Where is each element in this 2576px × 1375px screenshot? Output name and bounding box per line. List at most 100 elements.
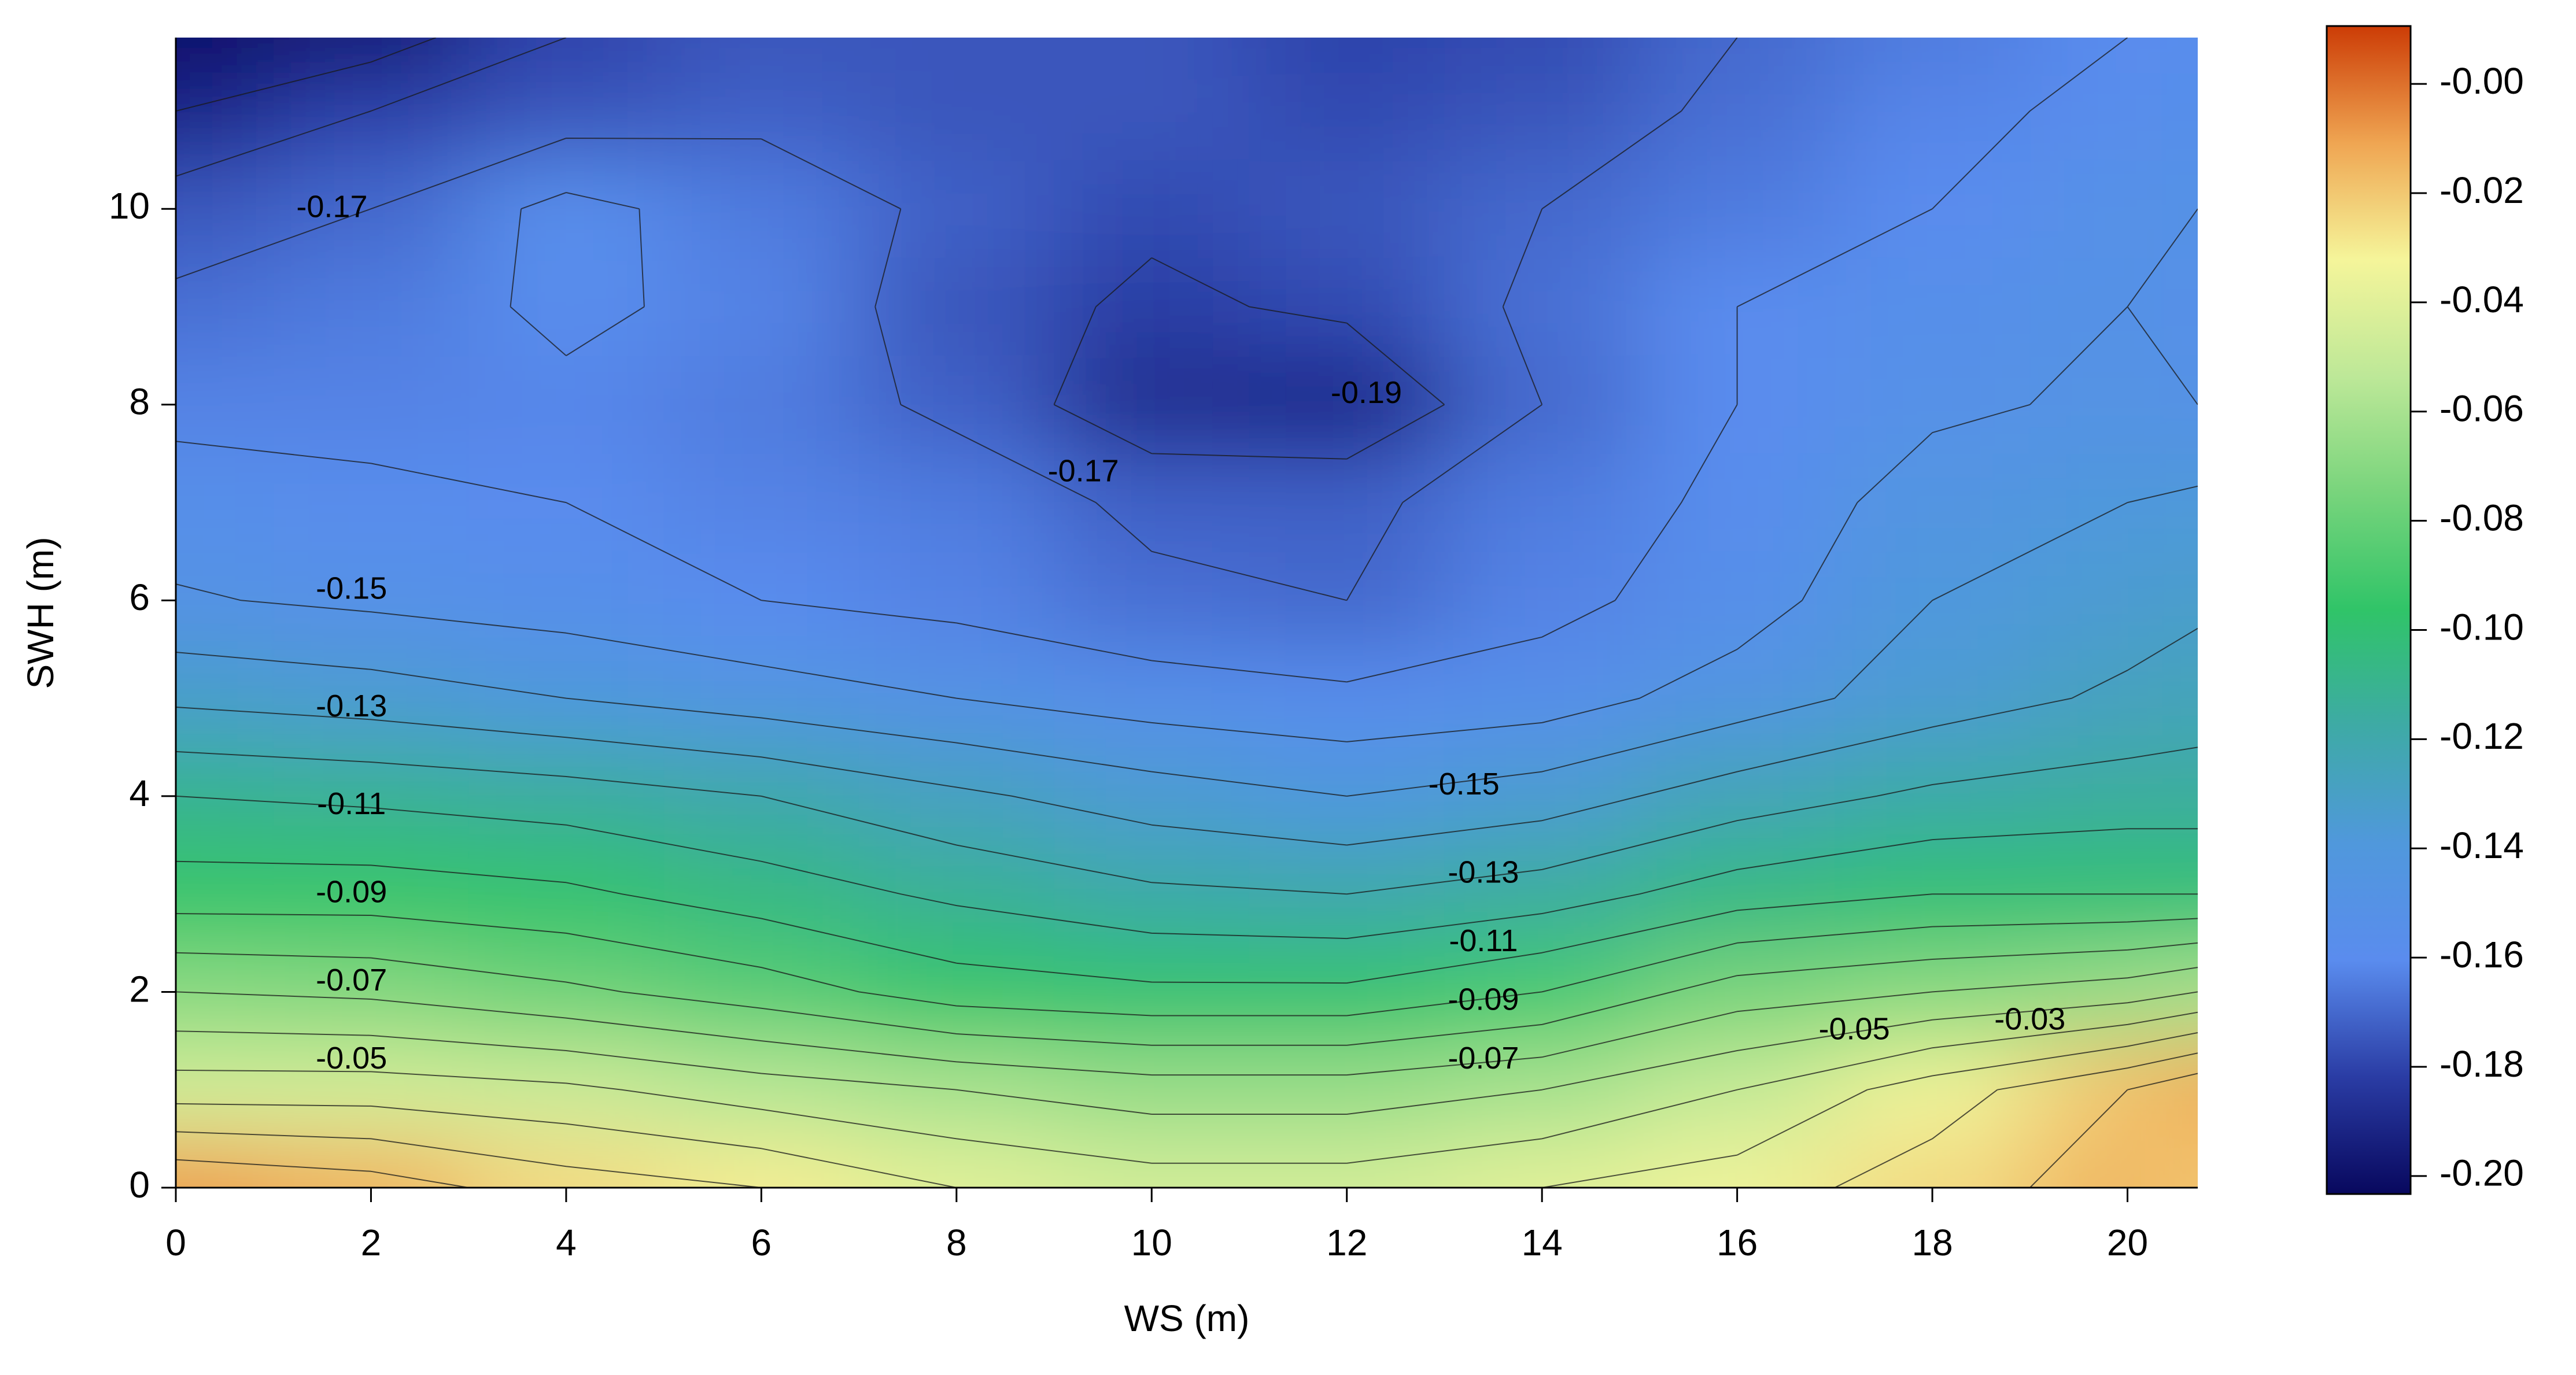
- cell: [2029, 453, 2164, 552]
- contour-line: [176, 795, 2198, 940]
- cell: [2162, 356, 2198, 454]
- cell: [468, 942, 665, 1042]
- colorbar-tick-label: -0.12: [2440, 715, 2524, 757]
- colorbar-tick-label: -0.00: [2440, 60, 2524, 102]
- cell: [1054, 453, 1250, 552]
- contour-label: -0.15: [1429, 767, 1500, 801]
- cell: [2029, 649, 2164, 748]
- cell: [468, 160, 665, 258]
- cell: [273, 257, 470, 357]
- cell: [1444, 551, 1640, 650]
- cell: [1444, 356, 1640, 454]
- cell: [859, 453, 1055, 552]
- contour-label: -0.13: [1448, 855, 1519, 890]
- cell: [663, 160, 860, 258]
- cell: [1639, 747, 1836, 846]
- x-axis-title: WS (m): [1124, 1298, 1250, 1339]
- cell: [2162, 551, 2198, 650]
- contour-line: [176, 485, 2198, 797]
- cell: [273, 845, 470, 944]
- cell: [1249, 942, 1445, 1042]
- contour-label: -0.15: [316, 571, 387, 606]
- cell: [1639, 551, 1836, 650]
- contour-label: -0.19: [1331, 375, 1402, 410]
- cell: [1249, 257, 1445, 357]
- cell: [663, 1041, 860, 1140]
- cell: [1444, 649, 1640, 748]
- colorbar-tick-label: -0.04: [2440, 279, 2524, 320]
- cell: [1054, 356, 1250, 454]
- cell: [1639, 1139, 1836, 1188]
- cell: [859, 38, 1055, 75]
- cell: [273, 942, 470, 1042]
- contour-line: [176, 38, 1738, 601]
- x-tick-label: 16: [1717, 1222, 1758, 1263]
- cell: [1639, 160, 1836, 258]
- cell: [2162, 942, 2198, 1042]
- cell: [663, 356, 860, 454]
- x-tick-label: 20: [2107, 1222, 2148, 1263]
- cell: [1054, 257, 1250, 357]
- cell: [468, 257, 665, 357]
- cell: [273, 1041, 470, 1140]
- cell: [663, 649, 860, 748]
- cell: [176, 845, 274, 944]
- cell: [1249, 38, 1445, 75]
- cell: [273, 453, 470, 552]
- y-tick-label: 4: [129, 772, 150, 814]
- x-tick-label: 12: [1326, 1222, 1367, 1263]
- cell: [1835, 1139, 2031, 1188]
- cell: [2029, 257, 2164, 357]
- cell: [1054, 160, 1250, 258]
- cell: [1835, 649, 2031, 748]
- y-tick-label: 8: [129, 381, 150, 423]
- contour-line: [176, 1011, 2198, 1164]
- contour-line: [176, 38, 1445, 460]
- cell: [468, 1041, 665, 1140]
- cell: [1054, 551, 1250, 650]
- x-tick-label: 0: [165, 1222, 186, 1263]
- contour-label: -0.03: [1994, 1001, 2065, 1036]
- cell: [273, 356, 470, 454]
- cell: [468, 551, 665, 650]
- cell: [663, 1139, 860, 1188]
- cell: [1249, 74, 1445, 161]
- cell: [176, 453, 274, 552]
- cell: [2029, 551, 2164, 650]
- y-tick-label: 2: [129, 968, 150, 1010]
- cell: [859, 845, 1055, 944]
- contour-label: -0.05: [316, 1041, 387, 1075]
- cell: [176, 1041, 274, 1140]
- cell: [176, 257, 274, 357]
- cell: [663, 38, 860, 75]
- contour-label: -0.17: [1048, 454, 1119, 489]
- cell: [859, 257, 1055, 357]
- cell: [2162, 453, 2198, 552]
- contour-label: -0.09: [1448, 982, 1519, 1017]
- cell: [2029, 160, 2164, 258]
- cell: [1249, 649, 1445, 748]
- contour-line: [176, 860, 2198, 984]
- y-axis-title: SWH (m): [20, 537, 61, 689]
- cell: [176, 356, 274, 454]
- cell: [1835, 38, 2031, 75]
- contour-label: -0.11: [317, 786, 386, 821]
- contour-line: [176, 208, 2198, 742]
- cell: [176, 74, 274, 161]
- colorbar: [2326, 25, 2412, 1195]
- cell: [273, 747, 470, 846]
- cell: [176, 160, 274, 258]
- cell: [1835, 257, 2031, 357]
- contour-label: -0.09: [316, 874, 387, 909]
- cell: [468, 356, 665, 454]
- overlay: -0.17 -0.19 -0.17 -0.15 -0.13 -0.11 -0.09 -0.07…: [109, 25, 2524, 1263]
- contour-label: -0.05: [1819, 1011, 1890, 1046]
- cell: [2162, 649, 2198, 748]
- cell: [273, 1139, 470, 1188]
- cell: [1835, 356, 2031, 454]
- cell: [2162, 160, 2198, 258]
- cell: [663, 74, 860, 161]
- colorbar-tick-label: -0.06: [2440, 388, 2524, 430]
- cell: [273, 38, 470, 75]
